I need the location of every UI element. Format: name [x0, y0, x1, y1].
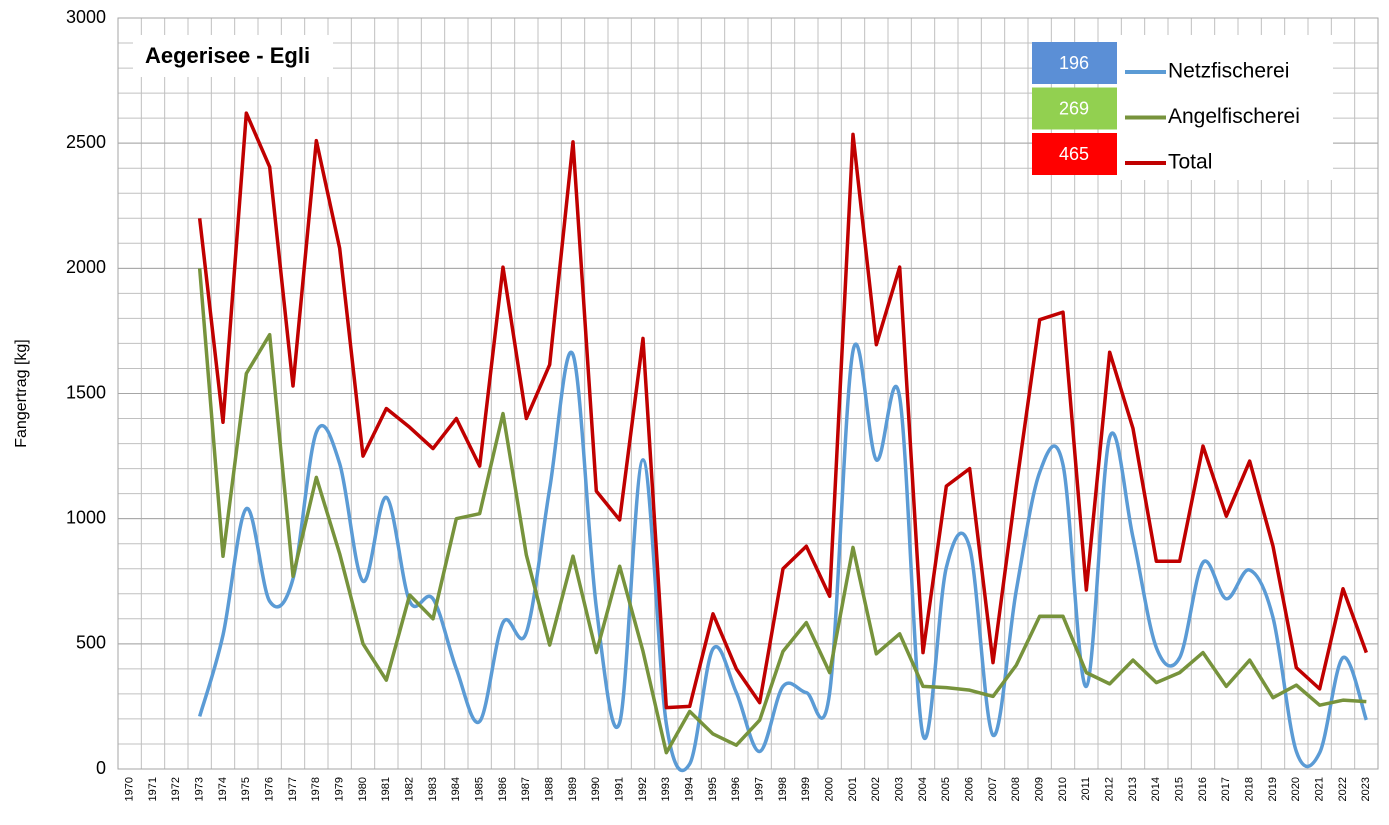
- plot-border: [117, 17, 1379, 770]
- x-tick-label: 2023: [1360, 777, 1372, 801]
- x-tick-label: 1991: [614, 777, 626, 801]
- y-tick-label: 0: [96, 758, 106, 778]
- x-tick-label: 2004: [917, 777, 929, 801]
- x-tick-label: 1971: [147, 777, 159, 801]
- x-tick-label: 1988: [544, 777, 556, 801]
- x-tick-label: 1972: [170, 777, 182, 801]
- x-tick-label: 1985: [474, 777, 486, 801]
- y-tick-label: 2500: [66, 132, 106, 152]
- x-tick-label: 2009: [1034, 777, 1046, 801]
- y-axis-label: Fangertrag [kg]: [13, 339, 30, 448]
- x-tick-label: 1973: [194, 777, 206, 801]
- title-box: [133, 35, 333, 77]
- x-tick-label: 1976: [264, 777, 276, 801]
- x-tick-label: 2017: [1220, 777, 1232, 801]
- legend-value: 465: [1059, 144, 1089, 164]
- legend-box: [1117, 35, 1333, 180]
- x-tick-label: 1984: [450, 777, 462, 801]
- legend-value: 269: [1059, 98, 1089, 118]
- y-tick-label: 1500: [66, 382, 106, 402]
- x-tick-label: 1994: [684, 777, 696, 801]
- x-tick-label: 2014: [1150, 777, 1162, 801]
- x-tick-label: 1999: [800, 777, 812, 801]
- series-line: [197, 111, 1368, 710]
- x-tick-label: 2016: [1197, 777, 1209, 801]
- x-tick-label: 1975: [240, 777, 252, 801]
- x-tick-label: 1990: [590, 777, 602, 801]
- x-tick-label: 2008: [1010, 777, 1022, 801]
- x-tick-label: 1996: [730, 777, 742, 801]
- x-tick-label: 2013: [1127, 777, 1139, 801]
- x-tick-label: 2005: [940, 777, 952, 801]
- x-tick-label: 2021: [1314, 777, 1326, 801]
- x-tick-label: 1970: [124, 777, 136, 801]
- x-tick-label: 1982: [404, 777, 416, 801]
- series-line: [197, 268, 1367, 755]
- y-tick-label: 2000: [66, 257, 106, 277]
- x-tick-label: 1981: [380, 777, 392, 801]
- x-tick-label: 1997: [754, 777, 766, 801]
- x-tick-label: 1974: [217, 777, 229, 801]
- x-tick-label: 2012: [1104, 777, 1116, 801]
- legend-value-box: [1032, 87, 1117, 130]
- x-tick-label: 1992: [637, 777, 649, 801]
- x-tick-label: 1986: [497, 777, 509, 801]
- x-tick-label: 2001: [847, 777, 859, 801]
- y-tick-label: 500: [76, 633, 106, 653]
- x-tick-label: 1978: [310, 777, 322, 801]
- x-tick-label: 2007: [987, 777, 999, 801]
- y-tick-label: 3000: [66, 7, 106, 27]
- y-tick-label: 1000: [66, 507, 106, 527]
- legend-value-box: [1032, 133, 1117, 175]
- legend-label: Total: [1168, 151, 1212, 174]
- x-tick-label: 2015: [1174, 777, 1186, 801]
- x-tick-label: 1993: [660, 777, 672, 801]
- legend-label: Angelfischerei: [1168, 105, 1300, 128]
- legend-label: Netzfischerei: [1168, 60, 1289, 83]
- x-tick-label: 1980: [357, 777, 369, 801]
- x-tick-label: 1983: [427, 777, 439, 801]
- x-tick-label: 2022: [1337, 777, 1349, 801]
- legend-value: 196: [1059, 53, 1089, 73]
- x-tick-label: 2011: [1080, 777, 1092, 801]
- x-tick-label: 2006: [964, 777, 976, 801]
- x-tick-label: 1977: [287, 777, 299, 801]
- x-tick-label: 1987: [520, 777, 532, 801]
- x-tick-label: 1995: [707, 777, 719, 801]
- x-tick-label: 1998: [777, 777, 789, 801]
- x-tick-label: 1989: [567, 777, 579, 801]
- x-tick-label: 2003: [894, 777, 906, 801]
- legend-value-box: [1032, 42, 1117, 84]
- x-tick-label: 2000: [824, 777, 836, 801]
- chart-title: Aegerisee - Egli: [145, 43, 310, 68]
- x-tick-label: 2018: [1244, 777, 1256, 801]
- x-tick-label: 2019: [1267, 777, 1279, 801]
- x-tick-label: 1979: [334, 777, 346, 801]
- x-tick-label: 2002: [870, 777, 882, 801]
- x-tick-label: 2010: [1057, 777, 1069, 801]
- x-tick-label: 2020: [1290, 777, 1302, 801]
